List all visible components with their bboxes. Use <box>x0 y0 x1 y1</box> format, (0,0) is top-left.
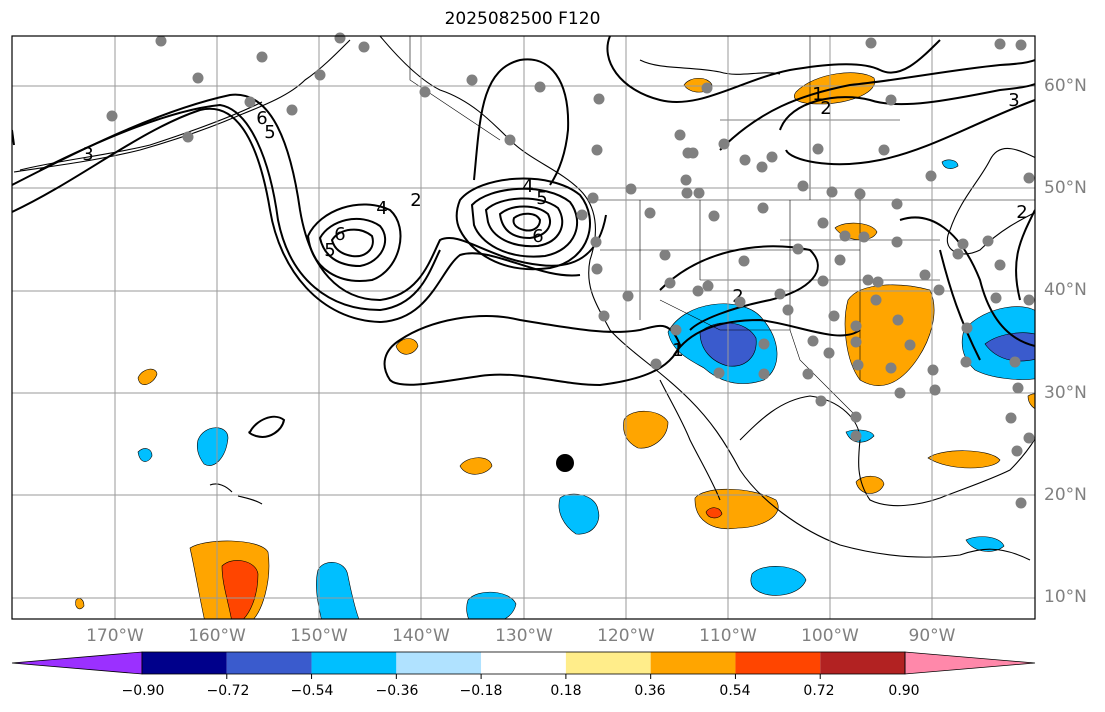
contour-label: 6 <box>532 226 543 247</box>
contour-label: 2 <box>410 190 421 211</box>
colorbar-segment <box>650 652 736 674</box>
anomaly-blob <box>137 368 158 385</box>
contour-lines <box>12 36 1035 438</box>
colorbar-segment <box>311 652 397 674</box>
colorbar-tick-label: −0.36 <box>375 683 419 699</box>
anomaly-blob <box>984 332 1035 362</box>
colorbar-tick-label: −0.54 <box>290 683 334 699</box>
lat-tick-label: 40°N <box>1044 280 1087 300</box>
anomaly-blob <box>466 591 517 619</box>
colorbar-tick-label: −0.18 <box>459 683 503 699</box>
colorbar-tick-label: 0.18 <box>550 683 582 699</box>
anomaly-blob <box>395 338 419 355</box>
colorbar-extend-high <box>904 651 1036 675</box>
lon-tick-label: 170°W <box>86 626 144 646</box>
anomaly-blob <box>705 507 723 519</box>
lon-tick-label: 110°W <box>699 626 757 646</box>
colorbar-tick-label: 0.36 <box>634 683 666 699</box>
anomaly-blob <box>844 284 935 386</box>
anomaly-blob <box>137 448 153 462</box>
storm-center-marker <box>556 454 574 472</box>
colorbar-segment <box>142 652 227 674</box>
colorbar-tick-label: −0.90 <box>121 683 165 699</box>
contour-label: 3 <box>1008 90 1019 111</box>
lon-tick-label: 130°W <box>495 626 553 646</box>
colorbar-segment <box>226 652 312 674</box>
contour-label: 6 <box>256 108 267 129</box>
contour-label: 4 <box>376 198 387 219</box>
contour-label: 5 <box>324 240 335 261</box>
colorbar-segment <box>735 652 821 674</box>
colorbar-outline <box>141 651 906 675</box>
contour-label: 2 <box>820 98 831 119</box>
colorbar-segment <box>396 652 482 674</box>
colorbar-segment <box>481 652 566 674</box>
contour-label: 1 <box>812 84 823 105</box>
anomaly-blob <box>750 565 807 596</box>
contour-label: 2 <box>1016 202 1027 223</box>
anomaly-blob <box>558 493 600 535</box>
map-frame <box>11 35 1036 620</box>
contour-label: 4 <box>522 176 533 197</box>
contour-label: 3 <box>82 144 93 165</box>
contour-labels: 3 6 5 4 2 6 5 4 5 6 2 1 2 3 2 1 <box>82 84 1027 361</box>
colorbar-tick-label: 0.90 <box>888 683 920 699</box>
contour-label: 5 <box>536 188 547 209</box>
anomaly-blob <box>1027 393 1035 409</box>
anomaly-blob <box>221 560 259 619</box>
lon-tick-label: 150°W <box>290 626 348 646</box>
colorbar-extend-low <box>11 651 143 675</box>
shaded-anomaly-areas <box>75 72 1035 619</box>
lat-tick-label: 10°N <box>1044 587 1087 607</box>
lon-tick-label: 100°W <box>801 626 859 646</box>
anomaly-blob <box>927 450 1001 469</box>
political-borders <box>409 36 1035 421</box>
map-title: 2025082500 F120 <box>444 9 601 29</box>
colorbar-tick-label: 0.72 <box>803 683 835 699</box>
anomaly-blob <box>75 598 85 610</box>
lat-tick-label: 20°N <box>1044 485 1087 505</box>
colorbar-tick-label: −0.72 <box>206 683 250 699</box>
anomaly-blob <box>316 562 360 619</box>
colorbar-segment <box>565 652 651 674</box>
anomaly-blob <box>694 488 779 530</box>
contour-label: 5 <box>264 122 275 143</box>
contour-label: 2 <box>732 286 743 307</box>
colorbar-tick-label: 0.54 <box>719 683 751 699</box>
lon-tick-label: 140°W <box>392 626 450 646</box>
lon-tick-label: 90°W <box>908 626 956 646</box>
lat-tick-label: 50°N <box>1044 178 1087 198</box>
anomaly-blob <box>196 427 229 466</box>
anomaly-blob <box>855 475 885 494</box>
colorbar <box>11 651 1036 679</box>
colorbar-segment <box>820 652 905 674</box>
lat-tick-label: 60°N <box>1044 76 1087 96</box>
lon-tick-label: 120°W <box>597 626 655 646</box>
anomaly-blob <box>623 410 669 449</box>
station-markers <box>106 32 1035 509</box>
map-figure: 3 6 5 4 2 6 5 4 5 6 2 1 2 3 2 1 <box>11 32 1036 620</box>
lon-tick-label: 160°W <box>188 626 246 646</box>
contour-label: 6 <box>334 224 345 245</box>
anomaly-blob <box>459 457 493 475</box>
contour-label: 1 <box>672 340 683 361</box>
lat-tick-label: 30°N <box>1044 383 1087 403</box>
anomaly-blob <box>965 536 1005 552</box>
anomaly-blob <box>941 159 959 169</box>
